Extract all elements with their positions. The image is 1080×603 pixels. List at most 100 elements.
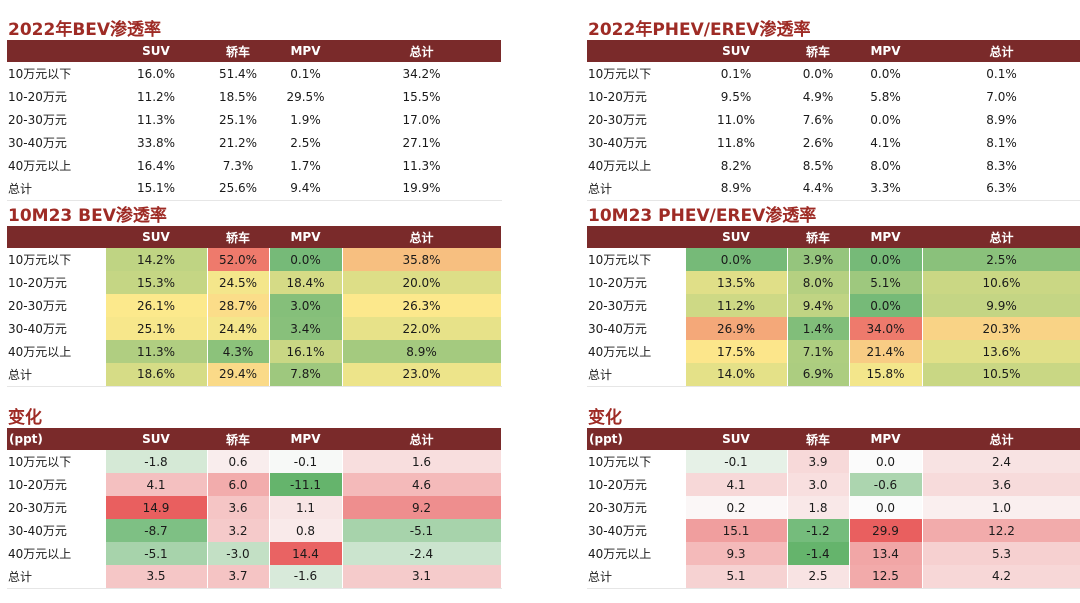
heat-cell: 3.6 [922,473,1080,496]
table-row: 10万元以下 14.2% 52.0% 0.0% 35.8% [7,248,502,271]
row-label: 30-40万元 [7,317,106,340]
data-cell: 1.7% [269,154,343,177]
heatmap-phev-10m23: SUV 轿车 MPV 总计 10万元以下 0.0% 3.9% 0.0% 2.5% 10-2… [587,226,1080,387]
heat-cell: 23.0% [342,363,502,387]
table-row: 40万元以上 17.5% 7.1% 21.4% 13.6% [587,340,1080,363]
heat-cell: 0.8 [269,519,343,542]
heat-cell: 4.1 [105,473,208,496]
col-header-mpv: MPV [849,226,922,248]
table-row: 10万元以下 16.0% 51.4% 0.1% 34.2% [7,62,502,85]
row-label: 总计 [587,565,686,589]
heat-cell: 4.2 [922,565,1080,589]
heat-cell: -0.1 [269,450,343,473]
heat-cell: 16.1% [269,340,343,363]
data-cell: 0.0% [787,62,850,85]
unit-header [7,226,105,248]
heat-cell: 7.1% [787,340,850,363]
heat-cell: 26.1% [105,294,208,317]
heat-cell: 0.0 [849,450,923,473]
row-label: 10-20万元 [7,473,106,496]
panel-phev-change: 变化 (ppt) SUV 轿车 MPV 总计 10万元以下 -0.1 3.9 0.0 2… [587,406,1080,589]
heat-cell: -5.1 [342,519,502,542]
table-row: 40万元以上 16.4% 7.3% 1.7% 11.3% [7,154,502,177]
heat-cell: -2.4 [342,542,502,565]
data-cell: 0.1% [269,62,343,85]
row-label: 10-20万元 [587,473,686,496]
table-row: 总计 18.6% 29.4% 7.8% 23.0% [7,363,502,387]
table-row: 30-40万元 15.1 -1.2 29.9 12.2 [587,519,1080,542]
table-row: 总计 3.5 3.7 -1.6 3.1 [7,565,502,589]
table-row: 总计 15.1% 25.6% 9.4% 19.9% [7,177,502,201]
panel-title: 变化 [588,408,622,428]
panel-title: 10M23 BEV渗透率 [8,206,167,226]
heat-cell: 3.0 [787,473,850,496]
heat-cell: -1.6 [269,565,343,589]
heat-cell: 8.0% [787,271,850,294]
data-cell: 5.8% [849,85,923,108]
col-header-total: 总计 [922,428,1080,450]
unit-header [587,40,685,62]
data-cell: 9.4% [269,177,343,201]
table-row: 30-40万元 -8.7 3.2 0.8 -5.1 [7,519,502,542]
data-cell: 6.3% [922,177,1080,201]
row-label: 20-30万元 [7,496,106,519]
heat-cell: 26.9% [685,317,788,340]
table-bev-2022: SUV 轿车 MPV 总计 10万元以下 16.0% 51.4% 0.1% 34.2% 1… [7,40,502,201]
unit-header: (ppt) [7,428,105,450]
data-cell: 18.5% [207,85,270,108]
row-label: 10万元以下 [7,450,106,473]
row-label: 10-20万元 [587,271,686,294]
row-label: 20-30万元 [7,108,106,131]
heat-cell: 22.0% [342,317,502,340]
heat-cell: 0.0% [269,248,343,271]
data-cell: 15.5% [342,85,502,108]
heat-cell: 52.0% [207,248,270,271]
heat-cell: 0.2 [685,496,788,519]
header-row: SUV 轿车 MPV 总计 [7,226,501,248]
data-cell: 8.3% [922,154,1080,177]
unit-header [587,226,685,248]
table-row: 10-20万元 11.2% 18.5% 29.5% 15.5% [7,85,502,108]
heat-cell: 8.9% [342,340,502,363]
data-cell: 8.0% [849,154,923,177]
panel-title: 10M23 PHEV/EREV渗透率 [588,206,817,226]
heat-cell: 20.0% [342,271,502,294]
heat-cell: -3.0 [207,542,270,565]
row-label: 20-30万元 [587,294,686,317]
data-cell: 11.2% [105,85,208,108]
table-row: 10-20万元 9.5% 4.9% 5.8% 7.0% [587,85,1080,108]
heat-cell: 5.3 [922,542,1080,565]
heat-cell: 3.6 [207,496,270,519]
row-label: 总计 [587,177,686,201]
col-header-total: 总计 [342,40,501,62]
row-label: 总计 [587,363,686,387]
col-header-suv: SUV [685,226,787,248]
table-row: 10万元以下 0.0% 3.9% 0.0% 2.5% [587,248,1080,271]
data-cell: 25.1% [207,108,270,131]
heat-cell: 2.4 [922,450,1080,473]
data-cell: 8.9% [685,177,788,201]
heat-cell: 5.1% [849,271,923,294]
table-row: 30-40万元 33.8% 21.2% 2.5% 27.1% [7,131,502,154]
col-header-mpv: MPV [269,428,342,450]
heat-cell: 1.8 [787,496,850,519]
col-header-total: 总计 [922,40,1080,62]
col-header-suv: SUV [105,226,207,248]
heat-cell: 3.0% [269,294,343,317]
heat-cell: 24.5% [207,271,270,294]
data-cell: 11.3% [342,154,502,177]
table-row: 20-30万元 26.1% 28.7% 3.0% 26.3% [7,294,502,317]
col-header-suv: SUV [685,428,787,450]
unit-header [7,40,105,62]
data-cell: 15.1% [105,177,208,201]
data-cell: 7.0% [922,85,1080,108]
heat-cell: 3.9% [787,248,850,271]
data-cell: 2.6% [787,131,850,154]
data-cell: 7.6% [787,108,850,131]
col-header-mpv: MPV [849,428,922,450]
heat-cell: 9.4% [787,294,850,317]
heat-cell: 18.6% [105,363,208,387]
col-header-suv: SUV [105,428,207,450]
table-row: 40万元以上 11.3% 4.3% 16.1% 8.9% [7,340,502,363]
heat-cell: 15.1 [685,519,788,542]
